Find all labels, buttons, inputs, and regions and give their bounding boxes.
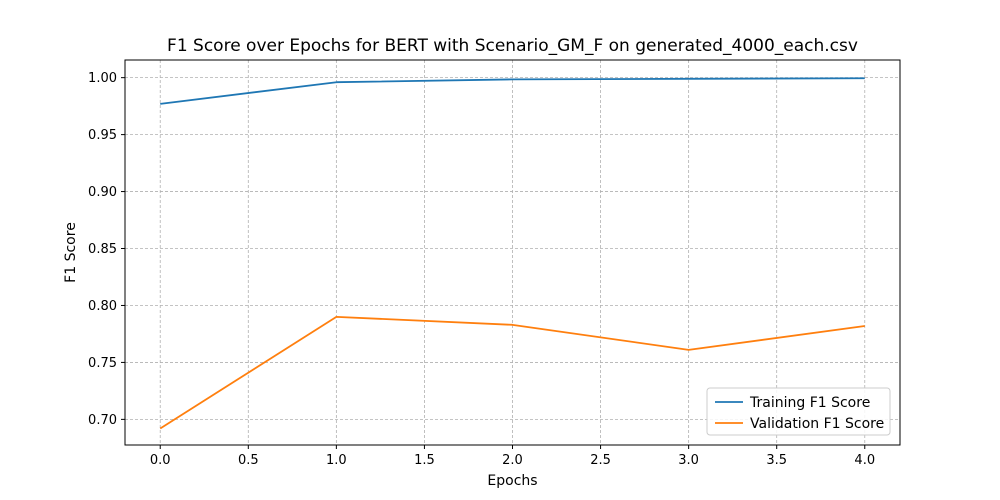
y-axis: 0.70 0.75 0.80 0.85 0.90 0.95 1.00 [88,71,125,428]
legend-entry: Validation F1 Score [750,416,884,432]
x-tick-label: 1.0 [326,453,347,468]
x-axis: 0.0 0.5 1.0 1.5 2.0 2.5 3.0 3.5 4.0 [150,445,875,468]
x-tick-label: 4.0 [854,453,875,468]
x-tick-label: 0.5 [238,453,259,468]
legend-box [706,387,891,436]
y-tick-label: 0.80 [88,299,117,314]
y-tick-label: 0.95 [88,128,117,143]
x-tick-label: 2.0 [502,453,523,468]
series-line-0 [160,77,865,105]
chart-title: F1 Score over Epochs for BERT with Scena… [167,36,858,56]
series-line-1 [159,315,865,430]
y-tick-label: 1.00 [88,71,117,86]
x-tick-label: 2.5 [590,453,611,468]
x-axis-label: Epochs [487,473,537,489]
legend: Training F1 Score Validation F1 Score [706,387,891,436]
x-tick-label: 1.5 [414,453,435,468]
y-axis-label: F1 Score [63,222,79,283]
series-layer [159,77,865,430]
legend-entry: Training F1 Score [749,395,870,411]
y-tick-label: 0.75 [88,356,117,371]
x-tick-label: 3.5 [766,453,787,468]
y-tick-label: 0.90 [88,185,117,200]
y-tick-label: 0.85 [88,242,117,257]
x-tick-label: 0.0 [150,453,171,468]
x-tick-label: 3.0 [678,453,699,468]
y-tick-label: 0.70 [88,413,117,428]
